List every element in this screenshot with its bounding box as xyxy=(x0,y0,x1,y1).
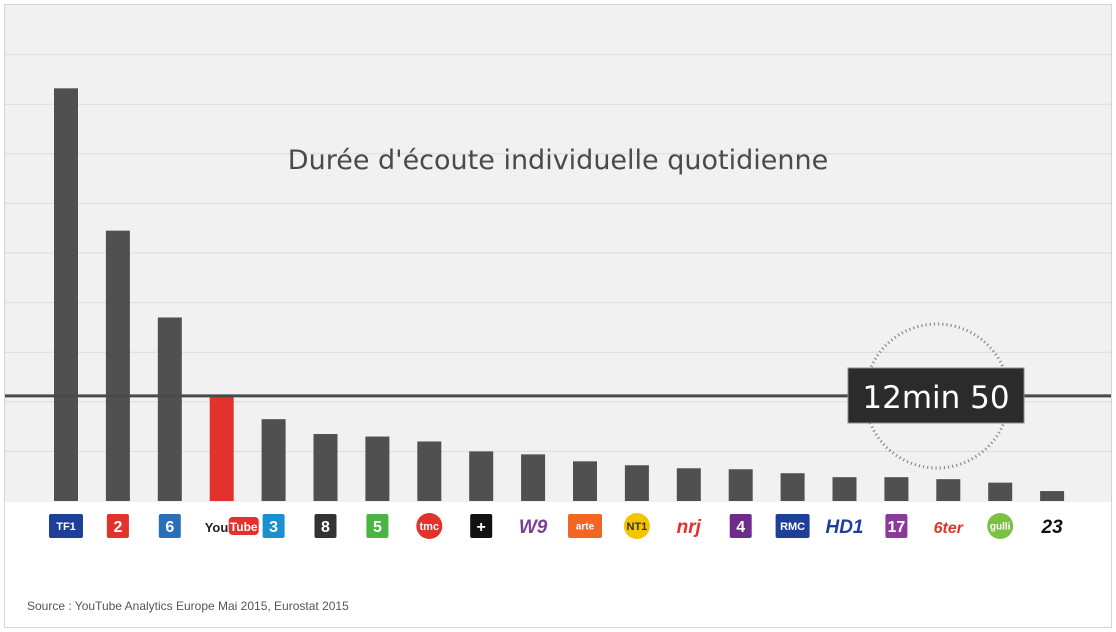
logo-badge xyxy=(885,514,908,538)
logo-label: HD1 xyxy=(825,517,863,538)
logo-label: gulli xyxy=(990,522,1011,533)
logo-label: 3 xyxy=(269,519,278,536)
bar-3 xyxy=(261,419,286,501)
bar-2 xyxy=(105,230,130,501)
bar-gulli xyxy=(988,482,1013,501)
france2-logo: 2 xyxy=(106,514,129,538)
6ter-logo: 6ter xyxy=(934,520,964,537)
logo-label: 17 xyxy=(888,519,906,536)
youtube-logo: You Tube xyxy=(205,517,259,535)
logo-badge xyxy=(470,514,493,538)
bars xyxy=(54,88,1065,501)
nrj12-logo: nrj xyxy=(677,517,702,538)
logo-label: nrj xyxy=(677,517,702,538)
logo-label: 6 xyxy=(165,519,174,536)
bar-4 xyxy=(728,469,753,501)
france5-logo: 5 xyxy=(366,514,389,538)
logo-label: 4 xyxy=(736,519,745,536)
bar-8 xyxy=(313,434,338,501)
reference-label-box xyxy=(847,367,1025,424)
gridlines xyxy=(5,54,1111,452)
tmc-logo: tmc xyxy=(416,513,443,539)
logo-label: W9 xyxy=(519,517,548,538)
bar-nrj-12 xyxy=(676,468,701,501)
youtube-tube-box xyxy=(228,517,259,535)
hd1-logo: HD1 xyxy=(825,517,863,538)
logo-label: 8 xyxy=(321,519,330,536)
logo-badge xyxy=(416,513,443,539)
logo-badge xyxy=(314,514,337,538)
logo-badge xyxy=(366,514,389,538)
logo-label: 2 xyxy=(113,519,122,536)
france3-logo: 3 xyxy=(262,514,285,538)
bar-canal- xyxy=(469,451,494,501)
rmc-decouverte-logo: RMC xyxy=(775,514,810,538)
logo-badge xyxy=(49,514,83,538)
bar-chart: 12min 50 Durée d'écoute individuelle quo… xyxy=(5,54,1111,539)
bar-arte xyxy=(573,461,597,501)
gulli-logo: gulli xyxy=(987,513,1014,539)
bar-6ter xyxy=(936,479,961,501)
logo-label: 6ter xyxy=(934,520,964,537)
nt1-logo: NT1 xyxy=(623,513,650,539)
logo-badge xyxy=(568,514,602,538)
bar-nt1 xyxy=(624,465,649,501)
arte-logo: arte xyxy=(568,514,602,538)
logo-badge xyxy=(623,513,650,539)
channel-logos: TF1 2 6 You Tube 3 8 5 tmc + W9 arte NT1 nrj 4 RMC HD1 17… xyxy=(49,513,1063,539)
youtube-label-tube: Tube xyxy=(230,520,258,534)
bar-17 xyxy=(884,477,909,501)
bar-hd1 xyxy=(832,477,857,501)
logo-badge xyxy=(775,514,810,538)
logo-badge xyxy=(158,514,181,538)
logo-label: 23 xyxy=(1041,517,1064,538)
logo-label: 5 xyxy=(373,519,382,536)
logo-label: tmc xyxy=(420,521,440,533)
bar-23 xyxy=(1040,491,1065,501)
logo-badge xyxy=(987,513,1014,539)
bar-tmc xyxy=(417,441,442,501)
reference-line-group: 12min 50 xyxy=(5,322,1111,470)
france4-logo: 4 xyxy=(729,514,752,538)
bar-w9 xyxy=(521,454,546,501)
logo-badge xyxy=(106,514,129,538)
bar-6 xyxy=(157,317,182,501)
logo-label: NT1 xyxy=(627,521,648,533)
logo-label: TF1 xyxy=(56,521,76,533)
bar-tf1 xyxy=(54,88,78,501)
chart-frame: 12min 50 Durée d'écoute individuelle quo… xyxy=(4,4,1112,628)
w9-logo: W9 xyxy=(519,517,548,538)
numero23-logo: 17 xyxy=(885,514,908,538)
d8-logo: 8 xyxy=(314,514,337,538)
logo-label: arte xyxy=(576,522,595,533)
logo-label: + xyxy=(477,519,486,536)
bar-rmc xyxy=(780,473,805,501)
logo-label: RMC xyxy=(780,521,805,533)
logo-badge xyxy=(262,514,285,538)
logo-badge xyxy=(729,514,752,538)
canal-plus-logo: + xyxy=(470,514,493,538)
reference-label: 12min 50 xyxy=(862,380,1009,416)
chart-title: Durée d'écoute individuelle quotidienne xyxy=(288,145,828,176)
tf1-logo: TF1 xyxy=(49,514,83,538)
channel23-logo: 23 xyxy=(1041,517,1064,538)
bar-5 xyxy=(365,436,390,501)
bar-youtube xyxy=(209,395,234,501)
m6-logo: 6 xyxy=(158,514,181,538)
source-note: Source : YouTube Analytics Europe Mai 20… xyxy=(27,599,349,613)
youtube-label-you: You xyxy=(205,520,229,535)
